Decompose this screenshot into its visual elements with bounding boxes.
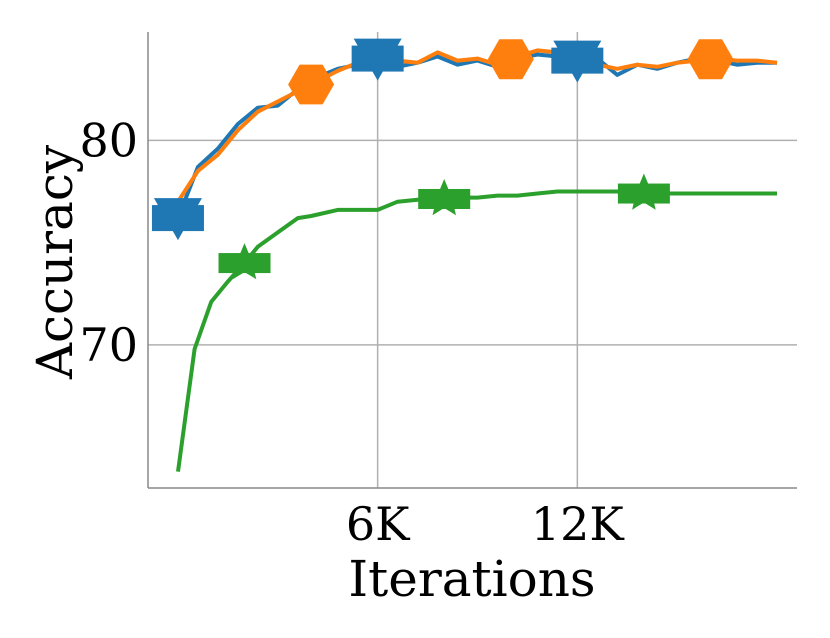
axes: [147, 32, 797, 489]
series-marker: [687, 39, 734, 80]
x-axis-label: Iterations: [348, 550, 595, 608]
series-marker: [153, 198, 202, 241]
series-line: [176, 48, 778, 203]
grid: [148, 32, 797, 488]
series-markers: [151, 38, 734, 280]
series-marker: [425, 179, 464, 216]
series-marker: [553, 40, 602, 83]
series-marker: [353, 38, 402, 81]
series-marker: [288, 64, 335, 105]
series-marker: [624, 173, 663, 210]
x-tick-label: 6K: [346, 497, 411, 551]
series-line: [176, 189, 777, 472]
y-tick-label: 70: [79, 318, 138, 372]
tick-labels: 6K 12K 70 80: [79, 113, 625, 551]
y-tick-label: 80: [79, 113, 138, 167]
series-marker: [225, 243, 264, 280]
series-marker: [487, 39, 534, 80]
x-tick-label: 12K: [531, 497, 626, 551]
y-axis-label: Accuracy: [26, 144, 84, 380]
